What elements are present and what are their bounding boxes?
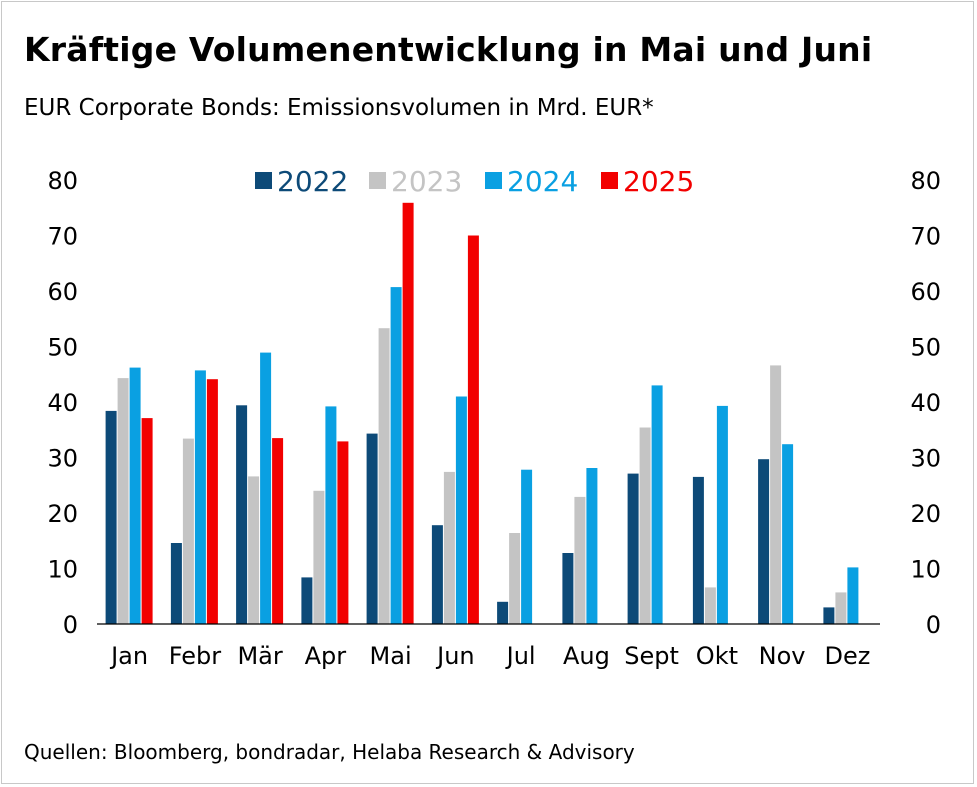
bar-2022-Mai (366, 433, 378, 624)
chart-title: Kräftige Volumenentwicklung in Mai und J… (24, 30, 873, 69)
bar-2022-Mär (236, 405, 248, 624)
bar-2023-Febr (182, 438, 194, 624)
bar-2025-Jun (467, 235, 479, 624)
bar-2023-Mai (378, 328, 390, 624)
bar-2024-Jul (521, 469, 533, 624)
legend-swatch-2022 (255, 172, 272, 189)
y-tick-label-left: 80 (47, 167, 78, 195)
bar-2022-Jul (497, 601, 509, 624)
y-tick-label-left: 10 (47, 556, 78, 584)
x-tick-label: Jul (505, 642, 536, 670)
legend-swatch-2023 (369, 172, 386, 189)
x-tick-label: Apr (305, 642, 347, 670)
bar-2023-Apr (313, 490, 325, 624)
bar-2024-Sept (651, 385, 663, 624)
bar-2024-Febr (194, 370, 206, 624)
x-tick-label: Mär (237, 642, 282, 670)
y-tick-label-left: 0 (63, 611, 78, 639)
y-tick-label-right: 80 (910, 167, 941, 195)
x-tick-label: Febr (169, 642, 221, 670)
y-tick-label-left: 50 (47, 334, 78, 362)
bar-2023-Nov (770, 365, 782, 624)
bar-2023-Dez (835, 592, 847, 624)
bar-2022-Okt (692, 476, 704, 624)
bar-2024-Mär (260, 352, 272, 624)
bar-2023-Jul (509, 533, 521, 624)
y-tick-label-left: 30 (47, 445, 78, 473)
y-tick-label-right: 60 (910, 278, 941, 306)
y-tick-label-left: 60 (47, 278, 78, 306)
bar-2023-Okt (704, 587, 716, 624)
bar-2024-Mai (390, 287, 402, 624)
y-tick-label-left: 40 (47, 389, 78, 417)
bar-2024-Aug (586, 468, 598, 624)
legend: 2022 2023 2024 2025 (255, 165, 694, 198)
x-tick-label: Aug (563, 642, 610, 670)
bar-2022-Nov (758, 459, 770, 624)
y-tick-label-right: 50 (910, 334, 941, 362)
legend-label-2024: 2024 (507, 165, 578, 198)
x-tick-label: Sept (624, 642, 679, 670)
bar-2023-Jun (443, 471, 455, 624)
x-tick-label: Okt (696, 642, 738, 670)
bar-2022-Jun (431, 525, 443, 624)
bar-2025-Jan (141, 418, 153, 624)
bar-2025-Febr (206, 379, 218, 624)
bar-2023-Mär (248, 476, 260, 624)
x-tick-label: Jan (109, 642, 148, 670)
legend-label-2023: 2023 (391, 165, 462, 198)
bar-2022-Aug (562, 553, 574, 624)
legend-swatch-2024 (485, 172, 502, 189)
bar-2022-Apr (301, 577, 313, 624)
x-tick-label: Nov (759, 642, 806, 670)
bar-2023-Aug (574, 496, 586, 624)
legend-swatch-2025 (601, 172, 618, 189)
x-tick-label: Dez (824, 642, 870, 670)
y-axis-left: 0 10 20 30 40 50 60 70 80 (47, 167, 78, 639)
y-tick-label-right: 20 (910, 500, 941, 528)
y-tick-label-right: 70 (910, 223, 941, 251)
bar-2023-Jan (117, 378, 129, 624)
bar-2025-Apr (337, 441, 349, 624)
bar-2024-Jan (129, 367, 141, 624)
x-axis-labels: Jan Febr Mär Apr Mai Jun Jul Aug Sept Okt Nov Dez (109, 642, 870, 670)
source-note: Quellen: Bloomberg, bondradar, Helaba Re… (24, 740, 635, 764)
chart-subtitle: EUR Corporate Bonds: Emissionsvolumen in… (24, 95, 654, 121)
bar-2024-Nov (782, 444, 794, 624)
y-tick-label-left: 70 (47, 223, 78, 251)
y-tick-label-left: 20 (47, 500, 78, 528)
bar-2024-Okt (716, 405, 728, 624)
bar-2024-Dez (847, 567, 859, 624)
x-tick-label: Jun (435, 642, 475, 670)
y-tick-label-right: 40 (910, 389, 941, 417)
bar-2024-Jun (455, 396, 467, 624)
legend-label-2022: 2022 (277, 165, 348, 198)
bar-2023-Sept (639, 427, 651, 624)
bar-2024-Apr (325, 406, 337, 624)
y-tick-label-right: 10 (910, 556, 941, 584)
y-tick-label-right: 0 (926, 611, 941, 639)
bar-2022-Febr (170, 543, 182, 624)
bar-2025-Mai (402, 202, 414, 625)
y-axis-right: 0 10 20 30 40 50 60 70 80 (910, 167, 941, 639)
x-tick-label: Mai (370, 642, 412, 670)
bar-2022-Jan (105, 410, 117, 624)
bars-group (105, 202, 859, 625)
bar-2022-Sept (627, 473, 639, 624)
bar-2022-Dez (823, 607, 835, 624)
legend-label-2025: 2025 (623, 165, 694, 198)
bar-2025-Mär (272, 438, 284, 624)
y-tick-label-right: 30 (910, 445, 941, 473)
